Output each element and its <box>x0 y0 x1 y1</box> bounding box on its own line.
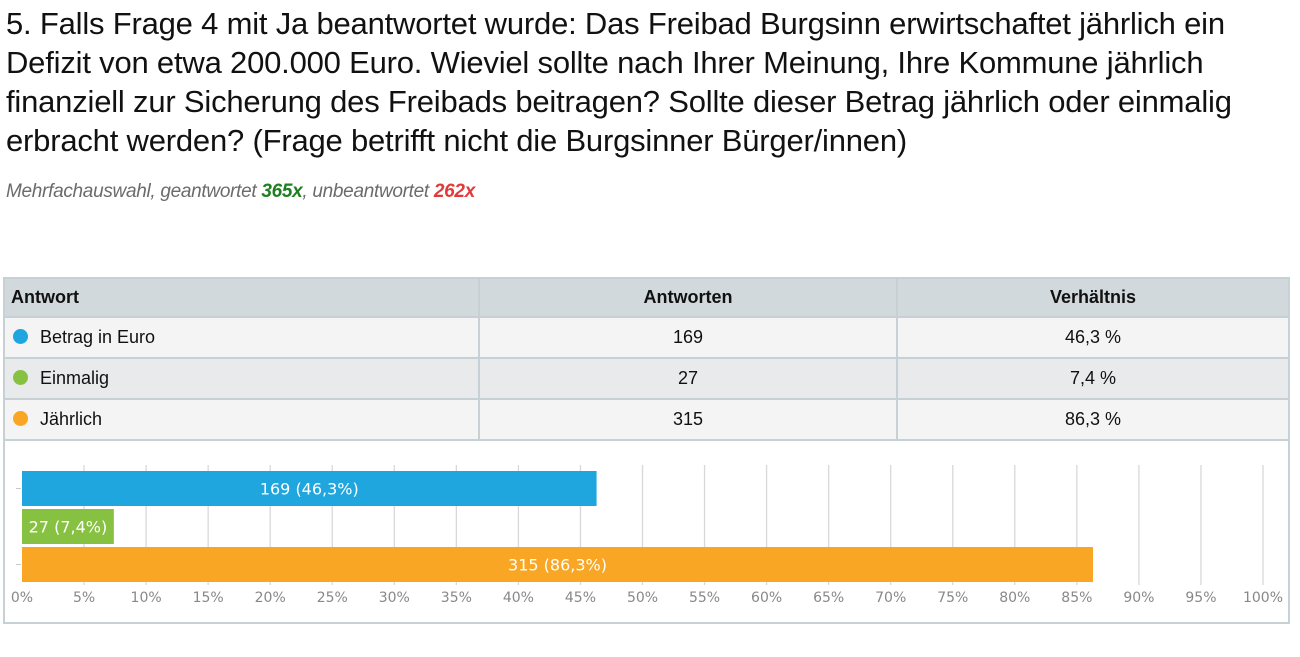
answer-label: Betrag in Euro <box>40 327 156 347</box>
ratio-cell: 7,4 % <box>897 358 1288 400</box>
results-panel: Antwort Antworten Verhältnis Betrag in E… <box>3 277 1290 624</box>
answer-cell: Jährlich <box>5 399 480 441</box>
x-tick-label: 60% <box>751 590 782 606</box>
x-tick-label: 55% <box>689 590 720 606</box>
header-ratio[interactable]: Verhältnis <box>897 279 1288 318</box>
bar-1[interactable] <box>22 509 114 544</box>
count-cell: 315 <box>479 399 898 441</box>
ratio-cell: 86,3 % <box>897 399 1288 441</box>
answer-label: Einmalig <box>40 368 110 388</box>
ratio-cell: 46,3 % <box>897 317 1288 359</box>
answered-count: 365x <box>261 181 303 202</box>
x-tick-label: 45% <box>565 590 596 606</box>
x-tick-label: 65% <box>813 590 844 606</box>
question-meta: Mehrfachauswahl, geantwortet 365x, unbea… <box>6 181 475 203</box>
x-tick-label: 85% <box>1061 590 1092 606</box>
header-responses[interactable]: Antworten <box>479 279 898 318</box>
x-tick-label: 100% <box>1243 590 1283 606</box>
bar-data-label: 169 (46,3%) <box>260 480 359 499</box>
x-tick-label: 10% <box>131 590 162 606</box>
table-header-row: Antwort Antworten Verhältnis <box>5 279 1288 318</box>
answer-cell: Betrag in Euro <box>5 317 480 359</box>
x-tick-label: 5% <box>73 590 95 606</box>
legend-dot-icon <box>13 411 28 426</box>
x-tick-label: 95% <box>1185 590 1216 606</box>
results-table: Antwort Antworten Verhältnis Betrag in E… <box>5 279 1288 441</box>
bar-2[interactable] <box>22 547 1093 582</box>
x-tick-label: 25% <box>317 590 348 606</box>
x-tick-label: 20% <box>255 590 286 606</box>
x-tick-label: 15% <box>193 590 224 606</box>
header-answer[interactable]: Antwort <box>5 279 480 318</box>
x-tick-label: 70% <box>875 590 906 606</box>
meta-middle: , unbeantwortet <box>302 181 434 202</box>
x-tick-label: 90% <box>1123 590 1154 606</box>
bar-0[interactable] <box>22 471 597 506</box>
answer-cell: Einmalig <box>5 358 480 400</box>
table-row: Einmalig 27 7,4 % <box>5 358 1288 400</box>
x-tick-label: 80% <box>999 590 1030 606</box>
x-tick-label: 35% <box>441 590 472 606</box>
x-tick-label: 30% <box>379 590 410 606</box>
legend-dot-icon <box>13 370 28 385</box>
answer-label: Jährlich <box>40 409 103 429</box>
bar-data-label: 27 (7,4%) <box>29 518 108 537</box>
x-tick-label: 75% <box>937 590 968 606</box>
meta-prefix: Mehrfachauswahl, geantwortet <box>6 181 262 202</box>
x-tick-label: 40% <box>503 590 534 606</box>
unanswered-count: 262x <box>433 181 475 202</box>
table-row: Jährlich 315 86,3 % <box>5 399 1288 441</box>
x-tick-label: 50% <box>627 590 658 606</box>
count-cell: 169 <box>479 317 898 359</box>
table-row: Betrag in Euro 169 46,3 % <box>5 317 1288 359</box>
question-title: 5. Falls Frage 4 mit Ja beantwortet wurd… <box>6 6 1232 158</box>
x-tick-label: 0% <box>11 590 33 606</box>
bar-chart: 169 (46,3%) 27 (7,4%) 315 (86,3%) 0% 5% 10% 15… <box>11 465 1283 606</box>
bar-data-label: 315 (86,3%) <box>508 556 607 575</box>
legend-dot-icon <box>13 329 28 344</box>
count-cell: 27 <box>479 358 898 400</box>
